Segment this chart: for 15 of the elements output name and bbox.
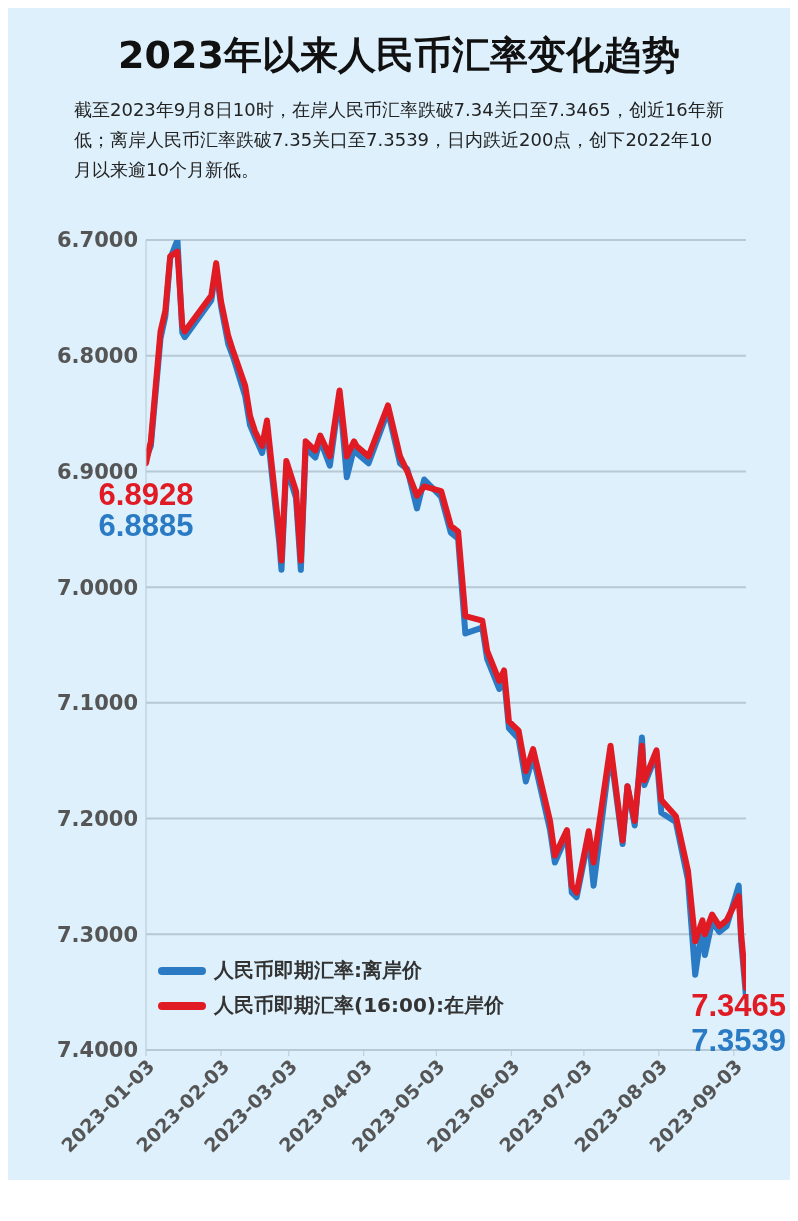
y-tick-label: 6.8000 — [56, 344, 138, 369]
data-label: 7.3539 — [691, 1022, 786, 1058]
y-tick-label: 7.4000 — [56, 1038, 138, 1063]
chart-title: 2023年以来人民币汇率变化趋势 — [117, 32, 681, 79]
data-label: 6.8885 — [98, 508, 194, 544]
y-tick-label: 7.1000 — [56, 691, 138, 716]
data-label: 7.3465 — [691, 988, 786, 1024]
y-tick-label: 7.2000 — [56, 807, 138, 832]
chart-subtitle: 截至2023年9月8日10时，在岸人民币汇率跌破7.34关口至7.3465，创近16年新低；离岸人民币汇率跌破7.35关口至7.3539，日内跌近200点，创下2022年10月以来逾10个月新低。 — [73, 98, 725, 182]
legend-label: 人民币即期汇率:离岸价 — [214, 957, 422, 984]
y-tick-label: 7.0000 — [56, 575, 138, 600]
y-tick-label: 6.7000 — [56, 228, 138, 253]
y-tick-label: 7.3000 — [56, 922, 138, 947]
y-tick-label: 6.9000 — [56, 459, 138, 484]
legend-label: 人民币即期汇率(16:00):在岸价 — [214, 992, 504, 1019]
